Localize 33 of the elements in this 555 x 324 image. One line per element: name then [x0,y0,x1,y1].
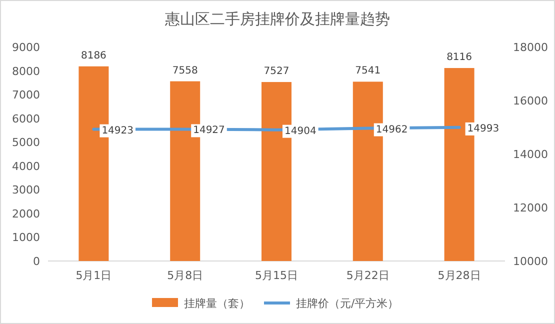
data-label: 14927 [193,125,225,136]
y-tick-label: 0 [33,255,40,268]
y-tick-label: 8000 [12,64,40,78]
legend-label: 挂牌量（套） [184,297,250,310]
data-label: 8116 [446,52,472,64]
chart-title: 惠山区二手房挂牌价及挂牌量趋势 [164,10,390,28]
x-tick-label: 5月15日 [255,269,298,282]
y-tick-label: 3000 [12,184,40,197]
y-tick-label: 4000 [12,160,40,173]
data-label: 14962 [376,124,408,136]
y-tick-label: 7000 [12,88,40,102]
y-tick-label: 9000 [12,41,40,54]
x-tick-label: 5月22日 [346,269,390,282]
y2-tick-label: 14000 [513,148,548,161]
y-tick-label: 1000 [12,231,40,244]
y2-tick-label: 10000 [513,255,548,268]
x-tick-label: 5月28日 [438,269,481,282]
y2-tick-label: 12000 [513,202,548,214]
y-tick-label: 2000 [12,207,40,220]
y2-tick-label: 18000 [513,41,548,54]
data-label: 14923 [102,125,134,136]
x-tick-label: 5月1日 [76,269,112,282]
y2-tick-label: 16000 [513,94,548,108]
y-tick-label: 6000 [12,112,40,126]
data-label: 14904 [284,126,316,137]
data-label: 7558 [172,65,198,76]
data-label: 7541 [355,66,381,77]
data-label: 7527 [264,66,290,78]
y-tick-label: 5000 [12,136,40,150]
data-label: 8186 [80,50,106,62]
legend-label: 挂牌价（元/平方米） [296,297,399,310]
data-label: 14993 [467,123,500,134]
x-tick-label: 5月8日 [167,269,204,282]
